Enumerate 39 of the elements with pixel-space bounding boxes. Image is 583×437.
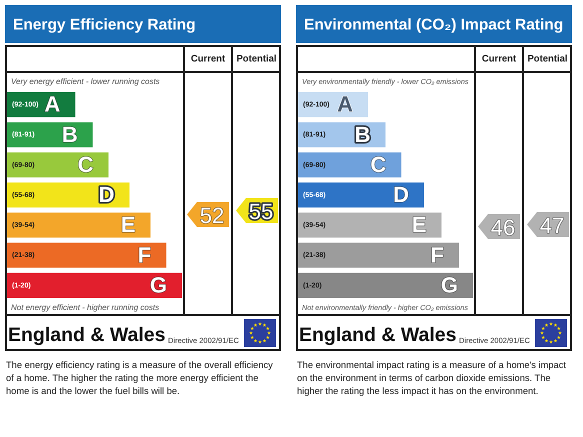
annotation: E: [120, 212, 136, 238]
bar: [298, 152, 402, 178]
bar: [298, 182, 424, 208]
annotation: D: [98, 182, 114, 208]
text: England & Wales: [299, 324, 457, 346]
annotation: G: [440, 272, 458, 298]
annotation: A: [337, 92, 354, 117]
bar: [7, 242, 166, 268]
text: Not energy efficient - higher running costs: [11, 303, 160, 312]
annotation: C: [78, 152, 94, 177]
text: England & Wales: [8, 324, 166, 346]
annotation: B: [62, 122, 78, 147]
chart-title: Environmental (CO₂) Impact Rating: [304, 16, 564, 34]
bar: [7, 272, 182, 298]
text: Very energy efficient - lower running costs: [11, 77, 160, 86]
bar: [7, 152, 108, 178]
annotation: F: [138, 242, 152, 268]
text: The energy efficiency rating is a measure of the overall efficiency of a home. The higher the rating the more energy efficient the home is and the lower the fuel bills will be.: [6, 359, 274, 398]
bar: [298, 272, 473, 298]
annotation: A: [44, 92, 60, 117]
annotation: G: [150, 272, 167, 298]
text: The environmental impact rating is a measure of a home's impact on the environment in terms of carbon dioxide emissions. The higher the rating the less impact it has on the environment.: [297, 359, 567, 398]
annotation: C: [370, 152, 386, 177]
text: 47: [539, 212, 564, 238]
text: Current: [190, 54, 226, 65]
text: 55: [248, 198, 273, 224]
annotation: B: [354, 122, 370, 147]
bar: [7, 212, 150, 238]
bar: [298, 212, 442, 238]
chart-title: Energy Efficiency Rating: [13, 16, 196, 34]
annotation: D: [393, 182, 409, 208]
text: Current: [482, 54, 517, 65]
text: 46: [490, 214, 516, 240]
bar: [298, 242, 459, 268]
text: Potential: [236, 54, 277, 65]
text: Potential: [527, 54, 568, 65]
annotation: F: [430, 242, 444, 268]
annotation: E: [412, 212, 426, 238]
text: 52: [200, 202, 224, 228]
